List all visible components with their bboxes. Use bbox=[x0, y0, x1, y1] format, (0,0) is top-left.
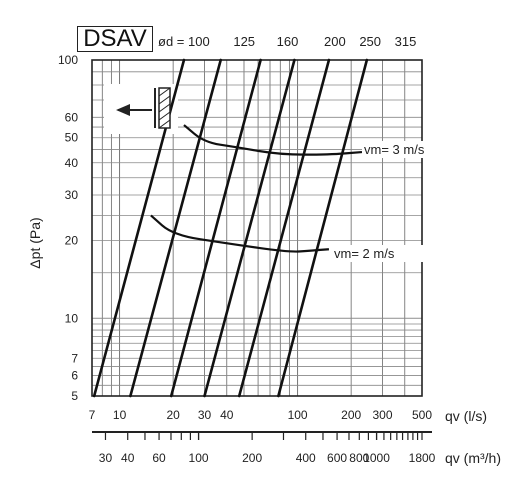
diameter-header: ød = 100 125 160 200 250 315 bbox=[158, 34, 416, 49]
damper-arrow-head bbox=[116, 104, 130, 116]
x-tick-label-ls: 7 bbox=[89, 408, 96, 422]
plot-frame bbox=[91, 59, 423, 397]
x-tick-label-m3h: 1000 bbox=[363, 451, 390, 465]
velocity-label-1: vm= 3 m/s bbox=[364, 142, 425, 157]
diameter-value-160: 160 bbox=[276, 34, 299, 49]
series-line-d250 bbox=[237, 58, 331, 398]
y-axis-label: Δpt (Pa) bbox=[27, 217, 43, 268]
x-tick-label-m3h: 400 bbox=[296, 451, 316, 465]
x-tick-label-m3h: 30 bbox=[99, 451, 113, 465]
diameter-value-200: 200 bbox=[324, 34, 346, 49]
label-layer: vm= 3 m/s vm= 2 m/s bbox=[332, 141, 458, 262]
x-axis-label-m3h: qv (m³/h) bbox=[445, 450, 501, 466]
series-layer bbox=[92, 58, 369, 398]
x-tick-label-ls: 300 bbox=[372, 408, 392, 422]
y-tick-label: 50 bbox=[65, 131, 79, 145]
velocity-label-bg bbox=[362, 141, 458, 158]
y-tick-label: 30 bbox=[65, 188, 79, 202]
series-line-d200 bbox=[203, 58, 296, 398]
x-tick-label-m3h: 60 bbox=[152, 451, 166, 465]
x-tick-label-ls: 10 bbox=[113, 408, 127, 422]
velocity-layer bbox=[150, 124, 363, 253]
diameter-value-315: 315 bbox=[394, 34, 417, 49]
x-tick-label-ls: 40 bbox=[220, 408, 234, 422]
diameter-symbol: ød bbox=[158, 34, 174, 49]
damper-hatch-3 bbox=[158, 103, 171, 113]
y-tick-label: 5 bbox=[71, 389, 78, 403]
y-tick-label: 100 bbox=[58, 53, 78, 67]
diameter-value-125: 125 bbox=[233, 34, 256, 49]
velocity-label-2: vm= 2 m/s bbox=[334, 246, 395, 261]
damper-hatch-2 bbox=[158, 95, 171, 105]
x-tick-label-m3h: 40 bbox=[121, 451, 135, 465]
series-line-d125 bbox=[129, 58, 223, 398]
y-tick-label: 60 bbox=[65, 110, 79, 124]
model-label: DSAV bbox=[77, 26, 153, 52]
x-tick-label-ls: 200 bbox=[341, 408, 361, 422]
velocity-curve-1 bbox=[183, 124, 363, 156]
x-tick-label-ls: 30 bbox=[198, 408, 212, 422]
diameter-value-250: 250 bbox=[359, 34, 382, 49]
x-tick-label-m3h: 200 bbox=[242, 451, 262, 465]
diameter-equals: = bbox=[176, 34, 185, 49]
damper-hatch-5 bbox=[158, 119, 171, 129]
tick-layer: 100 60 50 40 30 20 10 7 6 5 Δpt (Pa) 7 10 20 30 40 100 20… bbox=[27, 53, 501, 466]
x-tick-label-ls: 20 bbox=[166, 408, 180, 422]
x-tick-label-ls: 100 bbox=[288, 408, 308, 422]
x-tick-label-m3h: 800 bbox=[349, 451, 369, 465]
y-tick-label: 7 bbox=[71, 351, 78, 365]
damper-hatch-1 bbox=[158, 87, 171, 97]
x-axis-label-ls: qv (l/s) bbox=[445, 408, 487, 424]
x-tick-label-m3h: 100 bbox=[189, 451, 209, 465]
y-tick-label: 10 bbox=[65, 311, 79, 325]
diameter-value-100: 100 bbox=[188, 34, 210, 49]
damper-icon bbox=[116, 87, 171, 129]
y-tick-label: 20 bbox=[65, 234, 79, 248]
x-tick-label-m3h: 1800 bbox=[409, 451, 436, 465]
series-line-d315 bbox=[277, 58, 369, 398]
damper-hatch-4 bbox=[158, 111, 171, 121]
x-tick-label-m3h: 600 bbox=[327, 451, 347, 465]
x-tick-label-ls: 500 bbox=[412, 408, 432, 422]
series-line-d160 bbox=[169, 58, 262, 398]
y-tick-label: 40 bbox=[65, 156, 79, 170]
y-tick-label: 6 bbox=[71, 369, 78, 383]
velocity-curve-2 bbox=[150, 214, 330, 253]
velocity-label-bg bbox=[332, 245, 428, 262]
